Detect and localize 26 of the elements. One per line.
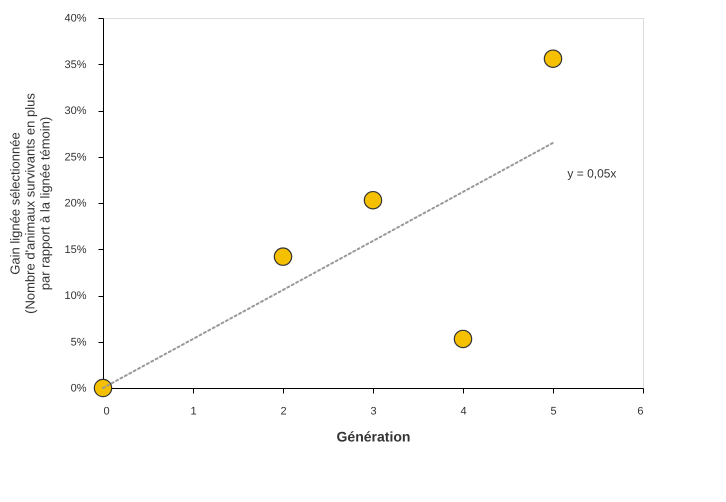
x-tick-label: 5 <box>550 406 557 418</box>
x-tick-label: 6 <box>637 406 644 418</box>
x-tick-label: 2 <box>280 406 287 418</box>
annotation: y = 0,05x <box>567 166 616 180</box>
y-tick-label: 15% <box>64 244 87 256</box>
x-tick-label: 0 <box>104 406 110 418</box>
point <box>274 247 292 266</box>
y-tick-label: 10% <box>64 290 87 302</box>
point <box>364 190 382 210</box>
y-tick-label: 0% <box>70 382 87 394</box>
y-tick-label: 5% <box>70 336 87 348</box>
point <box>94 378 112 398</box>
x-tick-label: 4 <box>460 406 467 418</box>
y-tick-label: 40% <box>64 12 87 24</box>
point <box>454 330 472 348</box>
y-tick-label: 35% <box>64 58 87 71</box>
text: Gain lignée sélectionnée <box>7 132 22 275</box>
x-tick-label: 3 <box>370 406 377 418</box>
point <box>544 49 562 68</box>
y-tick-label: 30% <box>64 105 87 117</box>
x-axis-title: Génération <box>336 428 410 444</box>
y-tick-label: 20% <box>64 198 87 210</box>
x-tick-label: 1 <box>190 406 197 418</box>
text: par rapport à la lignée témoin) <box>37 116 52 290</box>
y-tick-label: 25% <box>64 151 87 164</box>
text: (Nombre d'animaux survivants en plus <box>22 93 38 314</box>
